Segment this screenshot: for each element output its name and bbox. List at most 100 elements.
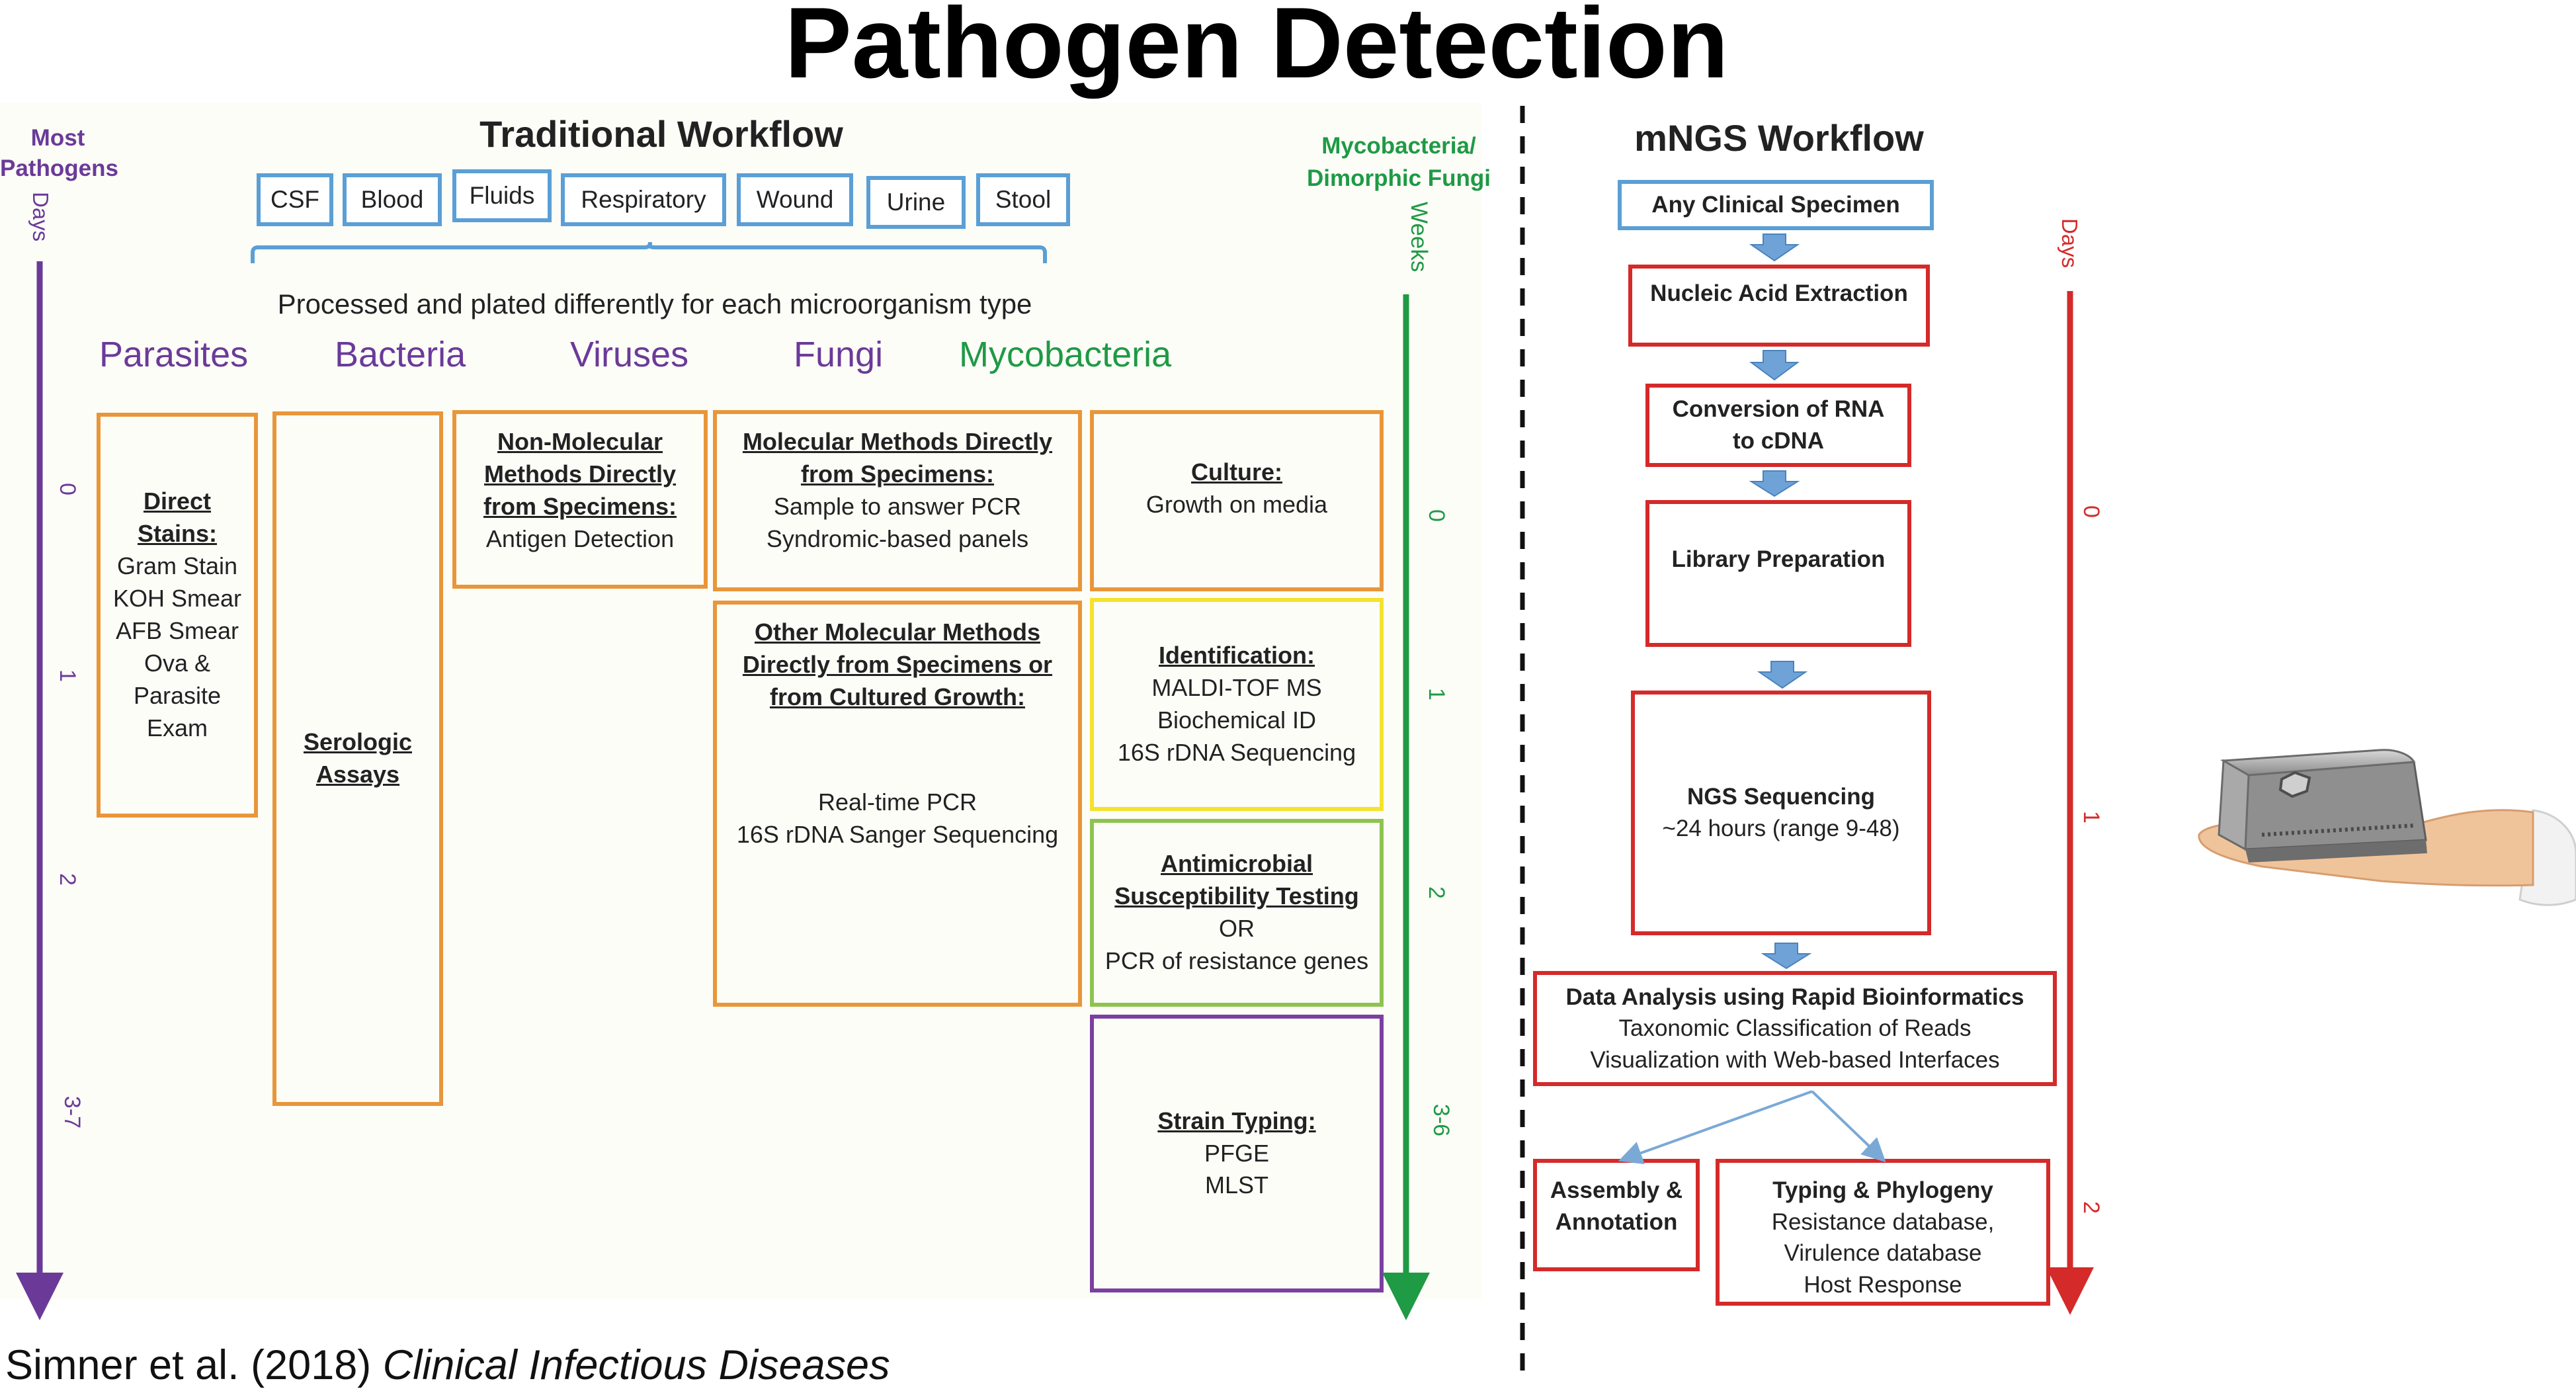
molecular-direct-title-line2: from Specimens: — [800, 460, 995, 487]
culture-title: Culture: — [1191, 458, 1282, 485]
typing-phylogeny-box: Typing & Phylogeny Resistance database, … — [1716, 1159, 2050, 1306]
extraction-box: Nucleic Acid Extraction — [1628, 265, 1930, 347]
serologic-line1: Serologic — [303, 728, 413, 756]
left-axis-label-line2: Pathogens — [0, 155, 118, 182]
specimen-wound: Wound — [737, 173, 853, 226]
ast-body2: PCR of resistance genes — [1104, 947, 1369, 974]
right-axis-label: Mycobacteria/ Dimorphic Fungi — [1276, 130, 1521, 194]
conversion-line1: Conversion of RNA — [1672, 396, 1885, 423]
typing-body3: Host Response — [1804, 1271, 1962, 1298]
direct-stains-item: KOH Smear — [112, 585, 242, 612]
specimen-respiratory: Respiratory — [561, 173, 726, 226]
assembly-line1: Assembly & — [1550, 1177, 1683, 1203]
left-axis-label: Most Pathogens — [0, 123, 118, 184]
citation: Simner et al. (2018) Clinical Infectious… — [5, 1341, 890, 1389]
category-mycobacteria: Mycobacteria — [959, 335, 1172, 374]
mngs-specimen-box: Any Clinical Specimen — [1618, 180, 1934, 230]
typing-body1: Resistance database, — [1771, 1208, 1995, 1235]
non-molecular-title-line2: Methods Directly — [483, 460, 677, 487]
specimen-fluids: Fluids — [452, 169, 552, 222]
category-fungi: Fungi — [794, 335, 884, 374]
conversion-box: Conversion of RNA to cDNA — [1645, 384, 1911, 467]
right-axis-label-line2: Dimorphic Fungi — [1306, 165, 1491, 191]
flow-arrow-icon — [1749, 233, 1800, 262]
strain-typing-title: Strain Typing: — [1157, 1107, 1316, 1134]
traditional-panel-background — [0, 103, 1481, 1300]
other-molecular-methods-box: Other Molecular Methods Directly from Sp… — [713, 601, 1082, 1007]
specimen-blood: Blood — [343, 173, 442, 226]
processed-note: Processed and plated differently for eac… — [277, 288, 1032, 319]
strain-typing-box: Strain Typing: PFGE MLST — [1090, 1015, 1384, 1292]
category-viruses: Viruses — [570, 335, 689, 374]
other-molecular-body1: Real-time PCR — [817, 788, 977, 816]
direct-stains-title-line2: Stains: — [137, 520, 218, 548]
other-molecular-title-line3: from Cultured Growth: — [770, 683, 1025, 710]
citation-authors: Simner et al. (2018) — [5, 1342, 383, 1388]
typing-body2: Virulence database — [1784, 1240, 1982, 1267]
assembly-box: Assembly & Annotation — [1533, 1159, 1700, 1271]
strain-typing-body1: PFGE — [1204, 1139, 1269, 1167]
assembly-line2: Annotation — [1555, 1208, 1678, 1235]
flow-arrow-icon — [1757, 661, 1808, 689]
serologic-assays-box: Serologic Assays — [272, 411, 443, 1106]
serologic-line2: Assays — [315, 761, 400, 788]
identification-box: Identification: MALDI-TOF MS Biochemical… — [1090, 598, 1384, 811]
split-arrow-left — [1618, 1090, 1813, 1165]
direct-stains-item: Exam — [146, 714, 208, 741]
split-arrow-right — [1811, 1090, 1886, 1163]
flow-arrows — [1749, 233, 1812, 970]
analysis-body1: Taxonomic Classification of Reads — [1618, 1015, 1972, 1042]
specimen-csf: CSF — [257, 173, 333, 226]
other-molecular-body2: 16S rDNA Sanger Sequencing — [736, 820, 1059, 848]
typing-title: Typing & Phylogeny — [1772, 1177, 1993, 1203]
direct-stains-item: Parasite — [133, 681, 222, 709]
ngs-title: NGS Sequencing — [1687, 784, 1875, 810]
ast-title-line2: Susceptibility Testing — [1114, 882, 1359, 910]
ast-title-line1: Antimicrobial — [1160, 850, 1313, 878]
molecular-direct-body1: Sample to answer PCR — [773, 492, 1022, 520]
library-prep-box: Library Preparation — [1645, 500, 1911, 647]
right-axis-label-line1: Mycobacteria/ — [1321, 133, 1476, 159]
ast-body1: OR — [1219, 915, 1255, 942]
ast-box: Antimicrobial Susceptibility Testing OR … — [1090, 819, 1384, 1007]
left-axis-label-line1: Most — [30, 125, 85, 151]
direct-stains-title-line1: Direct — [143, 487, 212, 515]
conversion-line2: to cDNA — [1732, 428, 1825, 454]
flow-arrow-icon — [1761, 943, 1812, 970]
molecular-direct-title-line1: Molecular Methods Directly — [742, 428, 1053, 455]
non-molecular-title-line1: Non-Molecular — [497, 428, 663, 455]
molecular-direct-body2: Syndromic-based panels — [766, 525, 1029, 552]
handheld-sequencer-illustration — [2198, 749, 2576, 906]
flow-arrow-icon — [1749, 470, 1800, 497]
category-parasites: Parasites — [99, 335, 249, 374]
analysis-body2: Visualization with Web-based Interfaces — [1590, 1046, 2000, 1073]
direct-stains-item: Ova & — [144, 649, 211, 677]
specimen-brace — [251, 241, 1047, 263]
identification-body2: Biochemical ID — [1157, 706, 1317, 734]
non-molecular-title-line3: from Specimens: — [483, 492, 677, 520]
direct-stains-box: Direct Stains: Gram Stain KOH Smear AFB … — [97, 413, 258, 818]
identification-title: Identification: — [1159, 642, 1315, 669]
citation-journal: Clinical Infectious Diseases — [382, 1342, 890, 1388]
specimen-stool: Stool — [976, 173, 1070, 226]
molecular-methods-direct-box: Molecular Methods Directly from Specimen… — [713, 410, 1082, 591]
mngs-workflow-heading: mNGS Workflow — [1634, 117, 1924, 159]
traditional-workflow-heading: Traditional Workflow — [479, 113, 843, 155]
non-molecular-methods-box: Non-Molecular Methods Directly from Spec… — [452, 410, 708, 589]
culture-box: Culture: Growth on media — [1090, 410, 1384, 591]
strain-typing-body2: MLST — [1204, 1171, 1268, 1199]
direct-stains-item: AFB Smear — [115, 617, 239, 644]
identification-body1: MALDI-TOF MS — [1151, 674, 1322, 702]
direct-stains-item: Gram Stain — [116, 552, 238, 580]
specimen-urine: Urine — [866, 176, 966, 229]
data-analysis-box: Data Analysis using Rapid Bioinformatics… — [1533, 971, 2057, 1086]
ngs-body: ~24 hours (range 9-48) — [1662, 816, 1900, 841]
page-title: Pathogen Detection — [784, 0, 1729, 99]
analysis-title: Data Analysis using Rapid Bioinformatics — [1565, 984, 2024, 1010]
culture-body: Growth on media — [1145, 490, 1328, 518]
other-molecular-title-line1: Other Molecular Methods — [754, 618, 1041, 646]
non-molecular-body: Antigen Detection — [485, 525, 675, 552]
identification-body3: 16S rDNA Sequencing — [1117, 738, 1356, 766]
category-bacteria: Bacteria — [335, 335, 466, 374]
